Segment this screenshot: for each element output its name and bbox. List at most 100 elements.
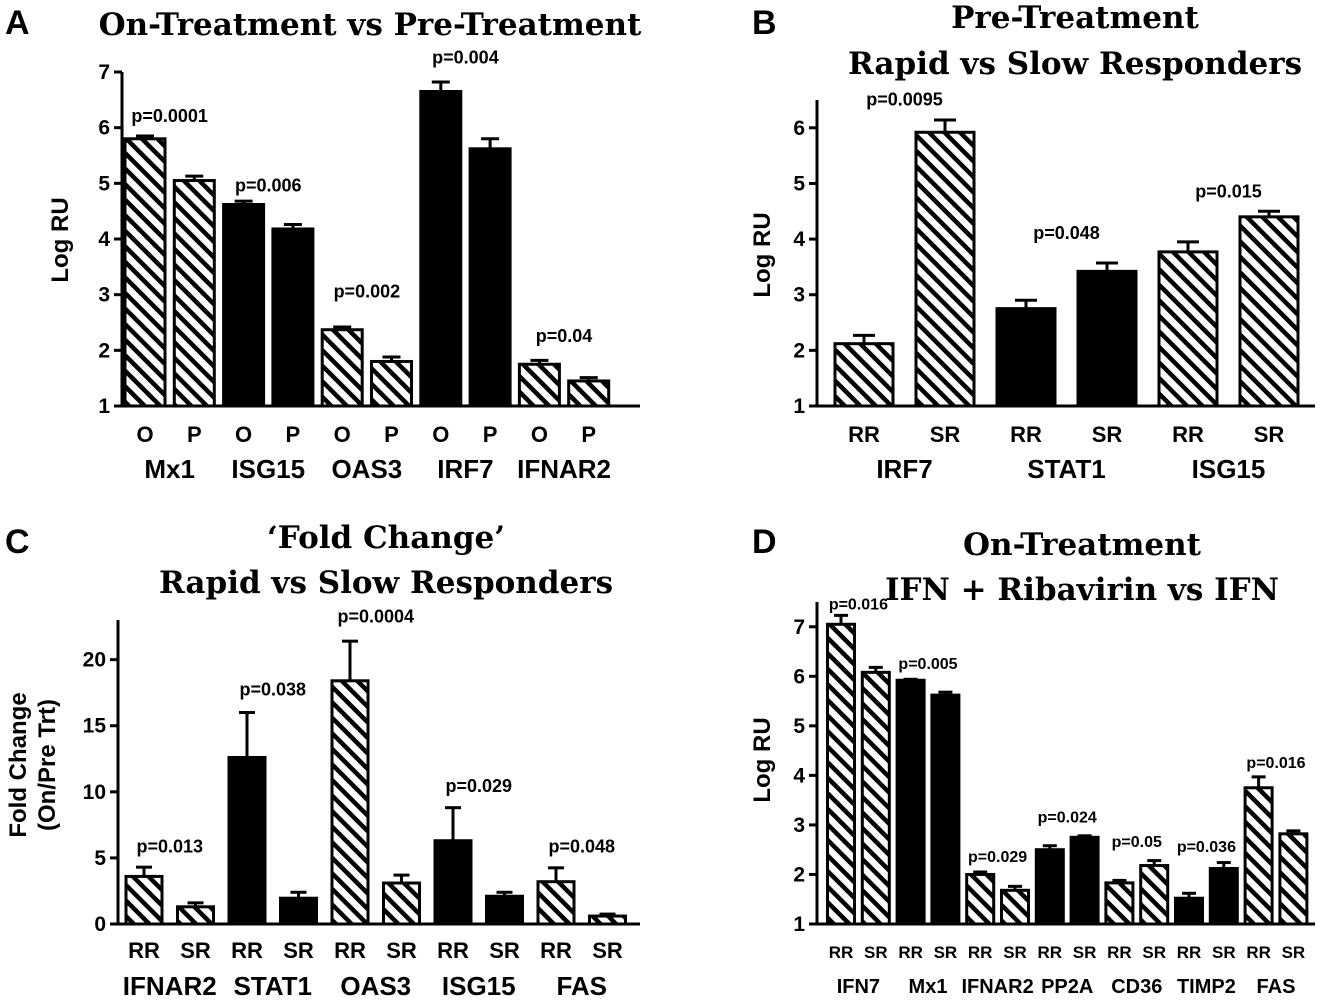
bar-ifnar2-rr: [124, 874, 164, 926]
bar-label: RR: [334, 938, 366, 963]
bar-mx1-p: [172, 179, 216, 408]
bar-label: RR: [848, 422, 880, 447]
panel-letter: B: [752, 4, 777, 42]
chart-title: On-Treatment: [963, 527, 1202, 563]
bar-label: P: [384, 422, 399, 447]
p-value: p=0.004: [432, 48, 499, 68]
gene-label: IFNAR2: [517, 454, 611, 484]
bar-label: SR: [283, 938, 314, 963]
bar-isg15-rr: [433, 839, 473, 926]
panel-b-chart: B Pre-Treatment Rapid vs Slow Responders Lo…: [749, 0, 1315, 484]
bar-ifn7-sr: [860, 670, 891, 926]
bar-label: SR: [1212, 943, 1236, 962]
bar-oas3-sr: [382, 881, 421, 926]
y-axis-label: Log RU: [749, 717, 776, 802]
bar-oas3-p: [370, 359, 413, 408]
p-value: p=0.016: [1246, 755, 1305, 772]
bar-label: RR: [1172, 422, 1204, 447]
chart-title: Pre-Treatment: [951, 0, 1199, 36]
bar-label: O: [235, 422, 252, 447]
y-tick-label: 6: [793, 665, 805, 688]
y-tick-label: 5: [98, 172, 110, 195]
p-value: p=0.048: [1033, 223, 1100, 243]
p-value: p=0.029: [968, 849, 1027, 866]
bar-ifnar2-p: [567, 379, 611, 408]
bar-label: RR: [1038, 943, 1063, 962]
gene-label: IFNAR2: [961, 976, 1033, 998]
bar-label: SR: [1003, 943, 1027, 962]
bar-label: SR: [864, 943, 888, 962]
y-tick-label: 10: [83, 781, 106, 804]
panel-d-chart: D On-Treatment IFN + Ribavirin vs IFN Log R…: [749, 523, 1315, 998]
p-value: p=0.024: [1038, 809, 1097, 826]
y-tick-label: 2: [98, 339, 110, 362]
chart-title: Rapid vs Slow Responders: [848, 46, 1302, 82]
p-value: p=0.05: [1112, 834, 1162, 851]
bar-label: RR: [1010, 422, 1042, 447]
bar-mx1-rr: [895, 678, 926, 926]
bar-label: RR: [898, 943, 923, 962]
bar-stat1-sr: [279, 896, 318, 926]
gene-label: FAS: [1257, 976, 1296, 998]
bar-pp2a-sr: [1069, 835, 1100, 926]
bar-label: RR: [829, 943, 854, 962]
bar-irf7-p: [468, 147, 512, 408]
y-tick-label: 0: [94, 913, 106, 936]
gene-label: STAT1: [234, 971, 312, 1001]
y-axis-label: (On/Pre Trt): [34, 699, 61, 831]
p-value: p=0.002: [334, 281, 401, 301]
bar-label: SR: [930, 422, 961, 447]
p-value: p=0.0095: [866, 90, 943, 110]
p-value: p=0.04: [536, 326, 593, 346]
y-axis-label: Fold Change: [5, 692, 32, 837]
p-value: p=0.005: [898, 656, 957, 673]
panel-letter: D: [752, 523, 777, 561]
bar-label: SR: [180, 938, 211, 963]
bar-label: SR: [1073, 943, 1097, 962]
bar-label: RR: [128, 938, 160, 963]
gene-label: OAS3: [331, 454, 402, 484]
panel-a-chart: A On-Treatment vs Pre-Treatment Log RU 1 2 3 4…: [5, 4, 642, 484]
p-value: p=0.038: [239, 679, 306, 699]
bar-cd36-sr: [1139, 864, 1170, 926]
bar-irf7-rr: [833, 342, 895, 408]
bar-label: SR: [1142, 943, 1166, 962]
y-tick-label: 6: [98, 117, 110, 140]
bar-label: RR: [231, 938, 263, 963]
bar-label: SR: [489, 938, 520, 963]
gene-label: TIMP2: [1177, 976, 1236, 998]
bar-isg15-o: [222, 202, 266, 408]
bar-label: RR: [968, 943, 993, 962]
y-tick-label: 1: [98, 395, 110, 418]
p-value: p=0.006: [235, 176, 302, 196]
bar-label: SR: [934, 943, 958, 962]
bar-fas-sr: [1278, 832, 1309, 926]
y-tick-label: 5: [94, 847, 106, 870]
bar-oas3-rr: [330, 679, 370, 926]
gene-label: ISG15: [1192, 454, 1266, 484]
bar-cd36-rr: [1104, 881, 1135, 926]
gene-label: IRF7: [876, 454, 932, 484]
bar-label: RR: [1246, 943, 1271, 962]
bar-label: P: [483, 422, 498, 447]
y-axis-label: Log RU: [749, 212, 776, 297]
bar-label: P: [286, 422, 301, 447]
p-value: p=0.036: [1177, 839, 1236, 856]
bar-mx1-sr: [930, 693, 961, 926]
y-tick-label: 1: [793, 395, 805, 418]
gene-label: ISG15: [442, 971, 516, 1001]
y-tick-label: 4: [793, 764, 805, 787]
bar-isg15-p: [271, 227, 315, 408]
p-value: p=0.016: [829, 596, 888, 613]
bar-label: SR: [1092, 422, 1123, 447]
y-tick-label: 3: [98, 284, 110, 307]
y-tick-label: 7: [793, 616, 805, 639]
gene-label: IFNAR2: [123, 971, 217, 1001]
bar-stat1-rr: [995, 307, 1057, 408]
y-tick-label: 4: [793, 228, 805, 251]
bar-label: SR: [386, 938, 417, 963]
gene-label: Mx1: [144, 454, 195, 484]
y-tick-label: 4: [98, 228, 110, 251]
bar-ifnar2-sr: [1000, 888, 1030, 926]
